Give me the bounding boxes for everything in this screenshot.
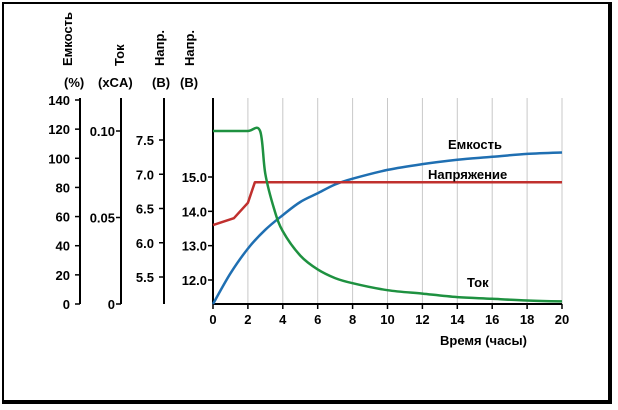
series-line-2 bbox=[213, 126, 563, 303]
axis-2-ticks: 0 0.05 0.10 bbox=[90, 124, 121, 312]
label-current: Ток bbox=[467, 275, 489, 290]
y-tick-label: 80 bbox=[56, 180, 70, 195]
y-tick-label: 6.0 bbox=[136, 236, 154, 251]
axis-4-ticks: 12.0 13.0 14.0 15.0 bbox=[182, 170, 213, 288]
x-tick-label: 0 bbox=[209, 312, 216, 327]
x-tick-label: 6 bbox=[314, 312, 321, 327]
y-tick-label: 20 bbox=[56, 268, 70, 283]
y-tick-label: 15.0 bbox=[182, 170, 207, 185]
y-tick-label: 12.0 bbox=[182, 273, 207, 288]
y-tick-label: 60 bbox=[56, 210, 70, 225]
x-axis-ticks: 0 2 4 6 8 10 12 14 16 18 20 bbox=[209, 304, 569, 327]
axis-1-header: Емкость bbox=[60, 12, 75, 66]
y-tick-label: 140 bbox=[48, 93, 70, 108]
x-tick-label: 8 bbox=[349, 312, 356, 327]
x-tick-label: 18 bbox=[520, 312, 534, 327]
label-capacity: Емкость bbox=[448, 137, 502, 152]
y-tick-label: 6.5 bbox=[136, 202, 154, 217]
axis-1-unit: (%) bbox=[64, 75, 84, 90]
y-tick-label: 0.10 bbox=[90, 124, 115, 139]
x-tick-label: 20 bbox=[555, 312, 569, 327]
y-tick-label: 7.5 bbox=[136, 133, 154, 148]
series-group bbox=[211, 126, 563, 305]
series-line-0 bbox=[211, 151, 563, 305]
x-tick-label: 16 bbox=[485, 312, 499, 327]
axis-3-ticks: 5.5 6.0 6.5 7.0 7.5 bbox=[136, 133, 164, 285]
axis-2-header: Ток bbox=[112, 44, 127, 66]
y-tick-label: 5.5 bbox=[136, 270, 154, 285]
axis-2-unit: (xCA) bbox=[98, 75, 133, 90]
y-tick-label: 0.05 bbox=[90, 211, 115, 226]
y-tick-label: 7.0 bbox=[136, 167, 154, 182]
x-tick-label: 4 bbox=[279, 312, 287, 327]
label-voltage: Напряжение bbox=[428, 167, 507, 182]
y-tick-label: 0 bbox=[108, 297, 115, 312]
x-axis-label: Время (часы) bbox=[440, 333, 527, 348]
y-tick-label: 40 bbox=[56, 239, 70, 254]
y-tick-label: 120 bbox=[48, 122, 70, 137]
x-tick-label: 2 bbox=[244, 312, 251, 327]
axis-1-ticks: 0 20 40 60 80 100 120 140 bbox=[48, 93, 80, 312]
y-tick-label: 0 bbox=[63, 297, 70, 312]
axis-4-unit: (B) bbox=[180, 75, 198, 90]
x-tick-label: 12 bbox=[415, 312, 429, 327]
series-line-1 bbox=[212, 180, 562, 227]
axis-3-header: Напр. bbox=[152, 30, 167, 66]
x-tick-label: 14 bbox=[450, 312, 465, 327]
grid-lines bbox=[247, 98, 563, 304]
y-tick-label: 100 bbox=[48, 151, 70, 166]
y-tick-label: 14.0 bbox=[182, 204, 207, 219]
x-tick-label: 10 bbox=[380, 312, 394, 327]
axis-3-unit: (B) bbox=[152, 75, 170, 90]
figure-frame bbox=[2, 2, 612, 404]
axis-4-header: Напр. bbox=[182, 30, 197, 66]
y-tick-label: 13.0 bbox=[182, 239, 207, 254]
